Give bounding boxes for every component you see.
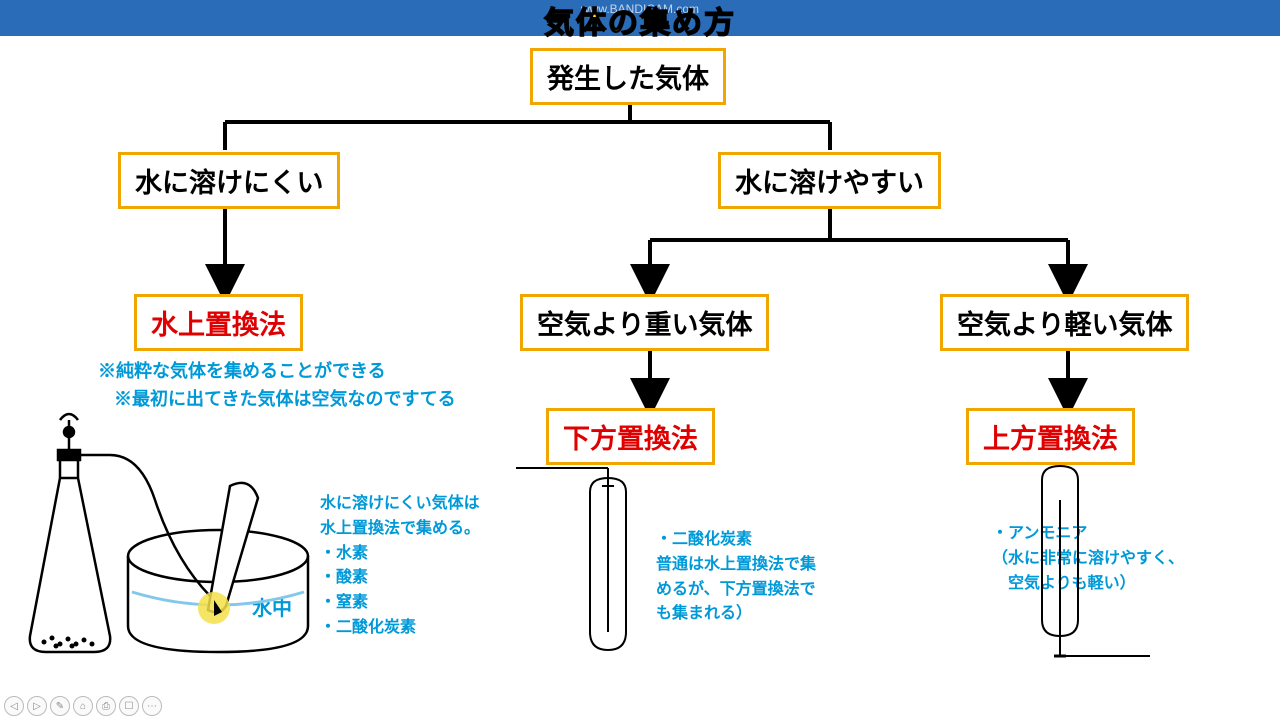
note-mid-detail: ・二酸化炭素 普通は水上置換法で集 めるが、下方置換法で も集まれる）: [656, 528, 816, 627]
page-title: 気体の集め方: [544, 0, 736, 42]
node-left1: 水に溶けにくい: [118, 152, 340, 209]
node-mid3: 下方置換法: [546, 408, 715, 465]
player-toolbar: ◁ ▷ ✎ ⌂ ⎙ ☐ ⋯: [4, 696, 162, 716]
note-pure1: ※純粋な気体を集めることができる: [98, 358, 386, 385]
home-button[interactable]: ⌂: [73, 696, 93, 716]
node-right3: 上方置換法: [966, 408, 1135, 465]
node-root: 発生した気体: [530, 48, 726, 105]
more-button[interactable]: ⋯: [142, 696, 162, 716]
water-label: 水中: [252, 594, 292, 624]
view-button[interactable]: ☐: [119, 696, 139, 716]
print-button[interactable]: ⎙: [96, 696, 116, 716]
next-button[interactable]: ▷: [27, 696, 47, 716]
prev-button[interactable]: ◁: [4, 696, 24, 716]
node-mid2: 空気より重い気体: [520, 294, 769, 351]
node-left2: 水上置換法: [134, 294, 303, 351]
note-right-detail: ・アンモニア （水に非常に溶けやすく、 空気よりも軽い）: [992, 522, 1184, 596]
pen-button[interactable]: ✎: [50, 696, 70, 716]
node-right1: 水に溶けやすい: [718, 152, 941, 209]
note-left-detail: 水に溶けにくい気体は 水上置換法で集める。 ・水素 ・酸素 ・窒素 ・二酸化炭素: [320, 492, 480, 641]
node-right2: 空気より軽い気体: [940, 294, 1189, 351]
note-pure2: ※最初に出てきた気体は空気なのですてる: [114, 386, 456, 413]
